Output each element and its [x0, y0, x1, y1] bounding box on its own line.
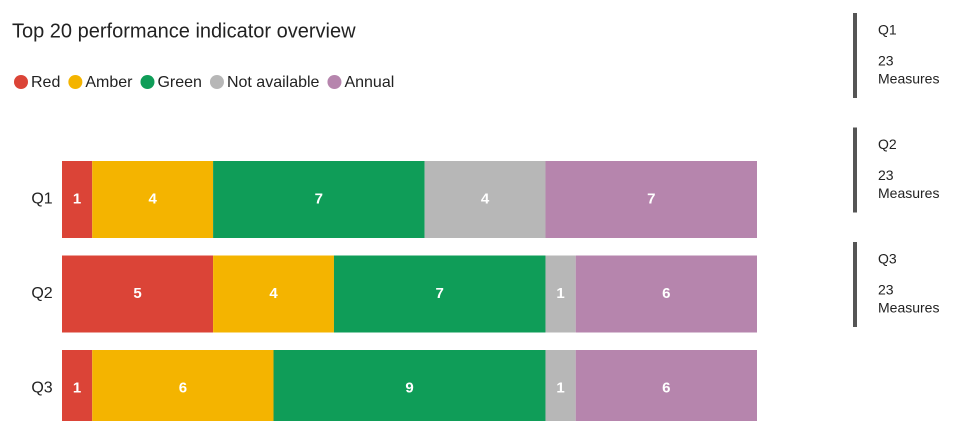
category-label: Q1 [31, 191, 52, 208]
segment-label: 7 [436, 285, 444, 302]
bar-segment [92, 161, 214, 238]
legend-label: Amber [85, 74, 133, 91]
bar-segment [575, 350, 757, 421]
card-bar [853, 13, 857, 98]
bar-segment [333, 255, 546, 333]
segment-label: 5 [133, 285, 141, 302]
segment-label: 1 [73, 190, 81, 207]
legend-marker [68, 75, 83, 89]
card-bar [853, 242, 857, 327]
segment-label: 4 [148, 190, 157, 207]
bar-segment [62, 255, 214, 333]
bar-segment [575, 255, 757, 333]
bar-segment [213, 161, 425, 238]
legend-marker [209, 75, 224, 89]
segment-label: 1 [556, 379, 564, 396]
legend-marker [140, 75, 155, 89]
segment-label: 4 [481, 190, 490, 207]
bar-segment [545, 350, 576, 421]
category-label: Q2 [31, 285, 52, 302]
card-bar [853, 127, 857, 213]
segment-label: 6 [662, 285, 670, 302]
segment-label: 7 [647, 190, 655, 207]
bar-segment [545, 255, 576, 333]
segment-label: 1 [556, 285, 564, 302]
legend-label: Not available [227, 74, 320, 91]
card-unit: Measures [878, 300, 939, 316]
bar-segment [273, 350, 546, 421]
bar-segment [424, 161, 546, 238]
segment-label: 6 [662, 379, 670, 396]
bar-segment [213, 255, 334, 333]
legend-label: Annual [344, 74, 394, 91]
bar-segment [62, 350, 93, 421]
card-value: 23 [878, 53, 894, 69]
bar-segment [92, 350, 274, 421]
segment-label: 4 [269, 285, 278, 302]
card-label: Q1 [878, 22, 897, 38]
legend-marker [14, 75, 28, 89]
segment-label: 1 [73, 379, 81, 396]
legend-marker [327, 75, 342, 89]
chart-title: Top 20 performance indicator overview [12, 20, 356, 42]
segment-label: 7 [315, 190, 323, 207]
legend-label: Green [157, 74, 201, 91]
category-label: Q3 [31, 380, 52, 397]
card-value: 23 [878, 282, 894, 298]
card-label: Q2 [878, 136, 897, 152]
card-unit: Measures [878, 71, 939, 87]
bar-segment [62, 161, 93, 238]
card-value: 23 [878, 167, 894, 183]
bar-segment [545, 161, 757, 238]
segment-label: 9 [405, 379, 413, 396]
segment-label: 6 [179, 379, 187, 396]
legend-label: Red [31, 74, 60, 91]
card-label: Q3 [878, 251, 897, 267]
card-unit: Measures [878, 185, 939, 201]
